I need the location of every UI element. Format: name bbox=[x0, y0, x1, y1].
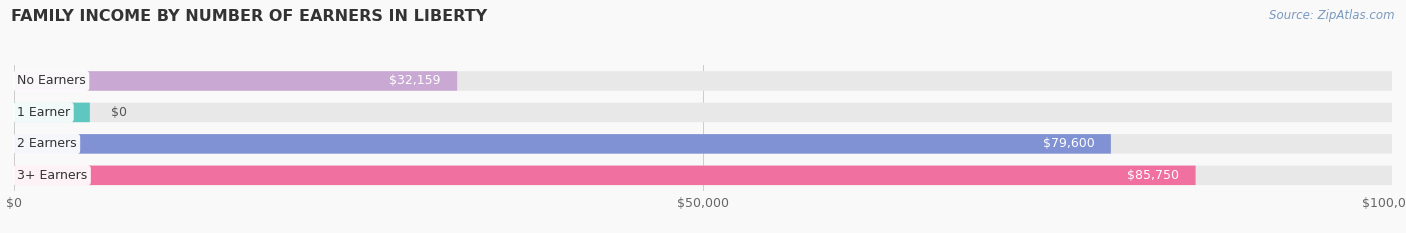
Text: No Earners: No Earners bbox=[17, 75, 86, 87]
FancyBboxPatch shape bbox=[14, 71, 1392, 91]
Text: $32,159: $32,159 bbox=[389, 75, 440, 87]
FancyBboxPatch shape bbox=[14, 134, 1111, 154]
Text: $79,600: $79,600 bbox=[1043, 137, 1094, 150]
FancyBboxPatch shape bbox=[14, 103, 90, 122]
Text: $85,750: $85,750 bbox=[1128, 169, 1180, 182]
FancyBboxPatch shape bbox=[14, 134, 1392, 154]
Text: $0: $0 bbox=[111, 106, 127, 119]
Text: 2 Earners: 2 Earners bbox=[17, 137, 76, 150]
FancyBboxPatch shape bbox=[14, 103, 1392, 122]
FancyBboxPatch shape bbox=[14, 71, 457, 91]
Text: 3+ Earners: 3+ Earners bbox=[17, 169, 87, 182]
Text: Source: ZipAtlas.com: Source: ZipAtlas.com bbox=[1270, 9, 1395, 22]
FancyBboxPatch shape bbox=[14, 166, 1195, 185]
Text: FAMILY INCOME BY NUMBER OF EARNERS IN LIBERTY: FAMILY INCOME BY NUMBER OF EARNERS IN LI… bbox=[11, 9, 488, 24]
FancyBboxPatch shape bbox=[14, 166, 1392, 185]
Text: 1 Earner: 1 Earner bbox=[17, 106, 70, 119]
